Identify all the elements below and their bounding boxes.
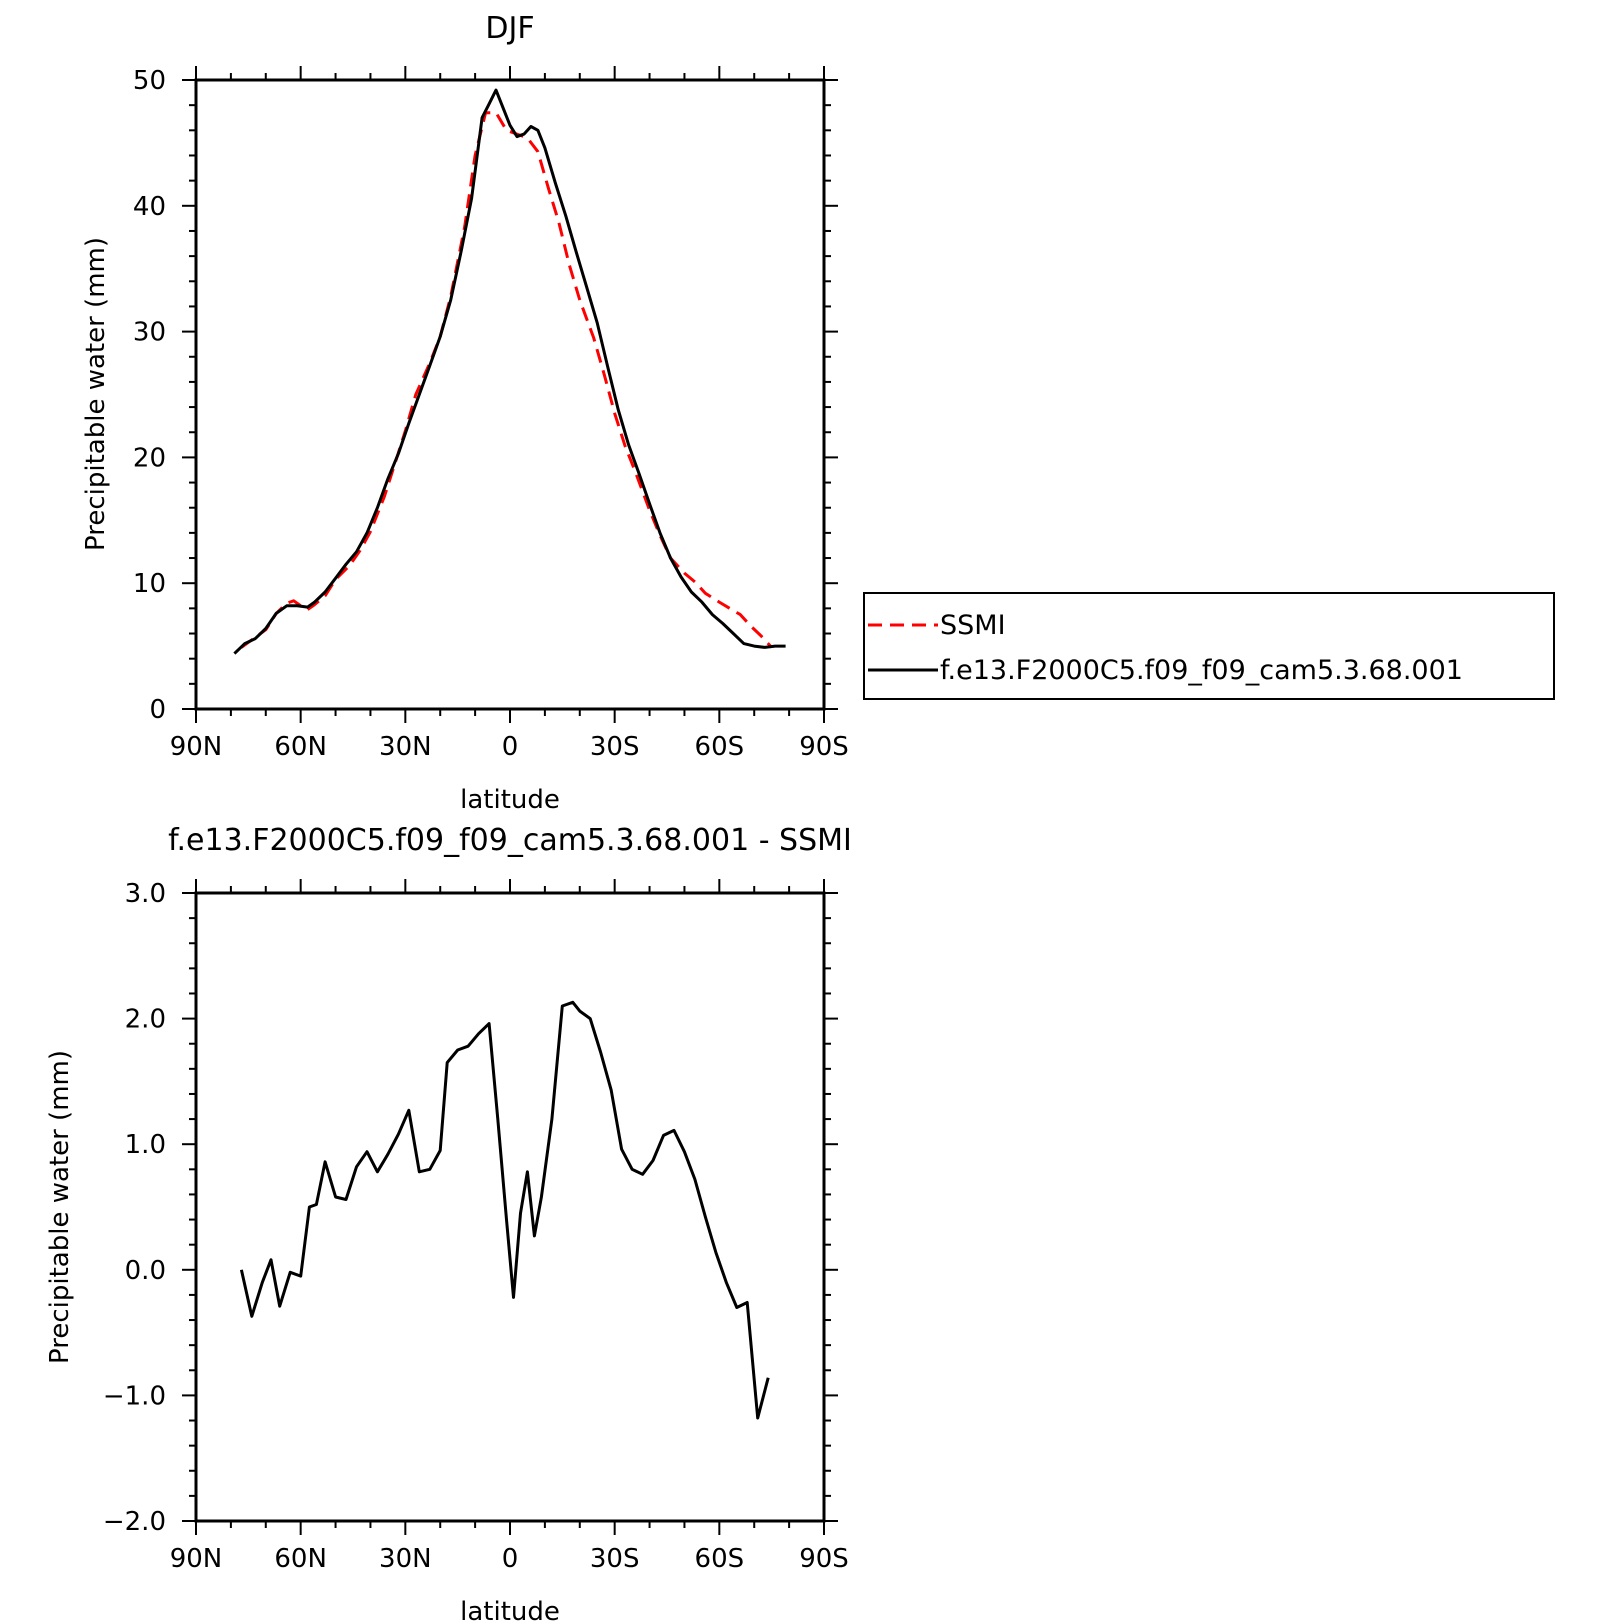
x-tick-label: 60S xyxy=(695,1544,745,1574)
top-chart-y-axis-label: Precipitable water (mm) xyxy=(81,237,111,551)
y-tick-label: 30 xyxy=(133,318,166,348)
x-tick-label: 60N xyxy=(274,1544,327,1574)
x-tick-label: 90S xyxy=(799,732,849,762)
top-chart-legend: SSMI f.e13.F2000C5.f09_f09_cam5.3.68.001 xyxy=(863,592,1555,700)
y-tick-label: 0 xyxy=(149,695,166,725)
legend-label-model: f.e13.F2000C5.f09_f09_cam5.3.68.001 xyxy=(940,655,1463,686)
top-chart-tick-labels: 90N 60N 30N 0 30S 60S 90S 0 10 20 30 40 50 xyxy=(133,66,849,762)
y-tick-label: 0.0 xyxy=(125,1256,166,1286)
bottom-chart-ticks xyxy=(182,879,838,1535)
y-tick-label: 10 xyxy=(133,569,166,599)
x-tick-label: 0 xyxy=(502,1544,519,1574)
x-tick-label: 30N xyxy=(379,1544,432,1574)
x-tick-label: 90S xyxy=(799,1544,849,1574)
top-chart-title: DJF xyxy=(485,11,534,46)
y-tick-label: 1.0 xyxy=(125,1130,166,1160)
x-tick-label: 60S xyxy=(695,732,745,762)
y-tick-label: 40 xyxy=(133,192,166,222)
top-chart-panel: DJF 90N 60N 30N 0 30S 60S 90S 0 10 20 30 40 50 latit… xyxy=(81,11,1555,815)
x-tick-label: 90N xyxy=(170,1544,223,1574)
y-tick-label: 2.0 xyxy=(125,1005,166,1035)
top-chart-x-axis-label: latitude xyxy=(460,785,560,815)
bottom-chart-tick-labels: 90N 60N 30N 0 30S 60S 90S −2.0 −1.0 0.0 1.0 2.0 3.0 xyxy=(103,879,849,1574)
top-chart-series xyxy=(233,88,786,655)
top-chart-ticks xyxy=(182,66,838,723)
series-line-difference xyxy=(239,1000,770,1420)
x-tick-label: 30N xyxy=(379,732,432,762)
y-tick-label: 20 xyxy=(133,443,166,473)
x-tick-label: 90N xyxy=(170,732,223,762)
legend-box xyxy=(863,592,1555,700)
x-tick-label: 30S xyxy=(590,732,640,762)
bottom-chart-y-axis-label: Precipitable water (mm) xyxy=(45,1050,75,1364)
series-line-ssmi xyxy=(240,111,773,649)
bottom-chart-title: f.e13.F2000C5.f09_f09_cam5.3.68.001 - SS… xyxy=(168,823,852,858)
y-tick-label: 50 xyxy=(133,66,166,96)
x-tick-label: 30S xyxy=(590,1544,640,1574)
legend-label-ssmi: SSMI xyxy=(940,610,1006,641)
bottom-chart-series xyxy=(239,1000,770,1420)
y-tick-label: −1.0 xyxy=(103,1381,166,1411)
y-tick-label: 3.0 xyxy=(125,879,166,909)
x-tick-label: 0 xyxy=(502,732,519,762)
series-line-f-e13-f2000c5-f09-f09-cam5-3-68-001 xyxy=(233,88,786,655)
x-tick-label: 60N xyxy=(274,732,327,762)
top-chart-plot-frame xyxy=(194,78,826,711)
bottom-chart-panel: f.e13.F2000C5.f09_f09_cam5.3.68.001 - SS… xyxy=(45,823,852,1624)
bottom-chart-x-axis-label: latitude xyxy=(460,1597,560,1624)
y-tick-label: −2.0 xyxy=(103,1507,166,1537)
bottom-chart-plot-frame xyxy=(194,891,826,1523)
